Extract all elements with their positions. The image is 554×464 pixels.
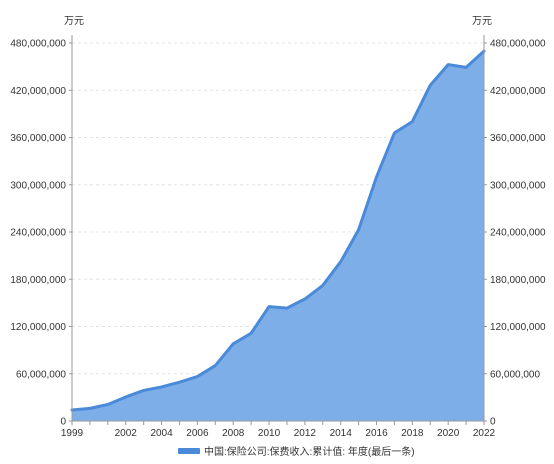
data-point[interactable] xyxy=(463,64,469,70)
left-y-tick-label: 480,000,000 xyxy=(10,39,66,50)
right-y-tick-label: 60,000,000 xyxy=(490,369,540,380)
data-point[interactable] xyxy=(302,296,308,302)
data-point[interactable] xyxy=(391,130,397,136)
left-y-tick-label: 240,000,000 xyxy=(10,228,66,239)
data-point[interactable] xyxy=(230,341,236,347)
left-y-tick-labels: 0 60,000,000 120,000,000 180,000,000 240,000… xyxy=(10,39,66,428)
left-y-tick-label: 300,000,000 xyxy=(10,180,66,191)
data-point[interactable] xyxy=(159,384,165,390)
right-y-tick-labels: 0 60,000,000 120,000,000 180,000,000 240,000… xyxy=(490,39,546,428)
data-point[interactable] xyxy=(409,119,415,125)
x-tick-label: 1999 xyxy=(61,428,84,439)
data-point[interactable] xyxy=(338,259,344,265)
left-y-tick-label: 360,000,000 xyxy=(10,133,66,144)
axes xyxy=(69,35,487,425)
data-point[interactable] xyxy=(176,379,182,385)
left-y-tick-label: 180,000,000 xyxy=(10,275,66,286)
right-y-tick-label: 180,000,000 xyxy=(490,275,546,286)
x-tick-label: 2002 xyxy=(115,428,138,439)
left-axis-unit-label: 万元 xyxy=(64,16,84,27)
left-y-tick-label: 60,000,000 xyxy=(16,369,66,380)
right-y-tick-label: 480,000,000 xyxy=(490,39,546,50)
x-tick-label: 2006 xyxy=(186,428,209,439)
data-point[interactable] xyxy=(141,387,147,393)
data-point[interactable] xyxy=(212,363,218,369)
legend-swatch xyxy=(178,448,200,454)
right-y-tick-label: 360,000,000 xyxy=(490,133,546,144)
left-y-tick-label: 120,000,000 xyxy=(10,322,66,333)
right-y-tick-label: 120,000,000 xyxy=(490,322,546,333)
data-point[interactable] xyxy=(445,62,451,68)
legend[interactable]: 中国:保险公司:保费收入:累计值: 年度(最后一条) xyxy=(178,445,415,458)
x-tick-label: 2022 xyxy=(473,428,496,439)
data-point[interactable] xyxy=(374,174,380,180)
right-y-tick-label: 0 xyxy=(490,417,496,428)
series-area xyxy=(70,49,486,422)
data-point[interactable] xyxy=(248,330,254,336)
legend-label: 中国:保险公司:保费收入:累计值: 年度(最后一条) xyxy=(204,445,415,458)
right-y-tick-label: 240,000,000 xyxy=(490,228,546,239)
series-line xyxy=(70,49,486,412)
left-y-tick-label: 420,000,000 xyxy=(10,86,66,97)
data-point[interactable] xyxy=(284,305,290,311)
data-point[interactable] xyxy=(105,401,111,407)
right-y-tick-label: 420,000,000 xyxy=(490,86,546,97)
data-point[interactable] xyxy=(266,304,272,310)
x-tick-label: 2008 xyxy=(222,428,245,439)
x-tick-label: 2020 xyxy=(437,428,460,439)
data-point[interactable] xyxy=(87,405,93,411)
right-axis-unit-label: 万元 xyxy=(472,16,492,27)
data-point[interactable] xyxy=(427,82,433,88)
grid-lines xyxy=(72,42,484,375)
area-fill xyxy=(72,51,484,422)
left-y-tick-label: 0 xyxy=(60,417,66,428)
data-point[interactable] xyxy=(194,374,200,380)
x-tick-label: 2010 xyxy=(258,428,281,439)
data-point[interactable] xyxy=(123,394,129,400)
x-tick-label: 2016 xyxy=(365,428,388,439)
data-point[interactable] xyxy=(356,227,362,233)
x-tick-labels: 1999 2002 2004 2006 2008 2010 2012 2014 2016 2018… xyxy=(61,428,496,439)
data-point[interactable] xyxy=(320,282,326,288)
x-tick-label: 2004 xyxy=(150,428,173,439)
x-tick-label: 2014 xyxy=(330,428,353,439)
x-tick-label: 2018 xyxy=(401,428,424,439)
right-y-tick-label: 300,000,000 xyxy=(490,180,546,191)
x-tick-label: 2012 xyxy=(294,428,317,439)
